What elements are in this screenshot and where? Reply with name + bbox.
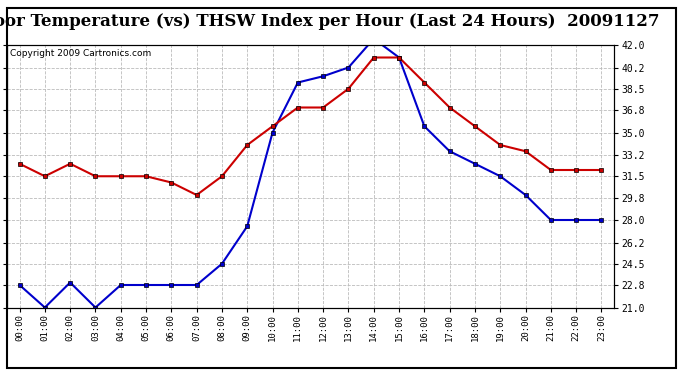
Text: Copyright 2009 Cartronics.com: Copyright 2009 Cartronics.com	[10, 49, 151, 58]
Text: Outdoor Temperature (vs) THSW Index per Hour (Last 24 Hours)  20091127: Outdoor Temperature (vs) THSW Index per …	[0, 13, 660, 30]
